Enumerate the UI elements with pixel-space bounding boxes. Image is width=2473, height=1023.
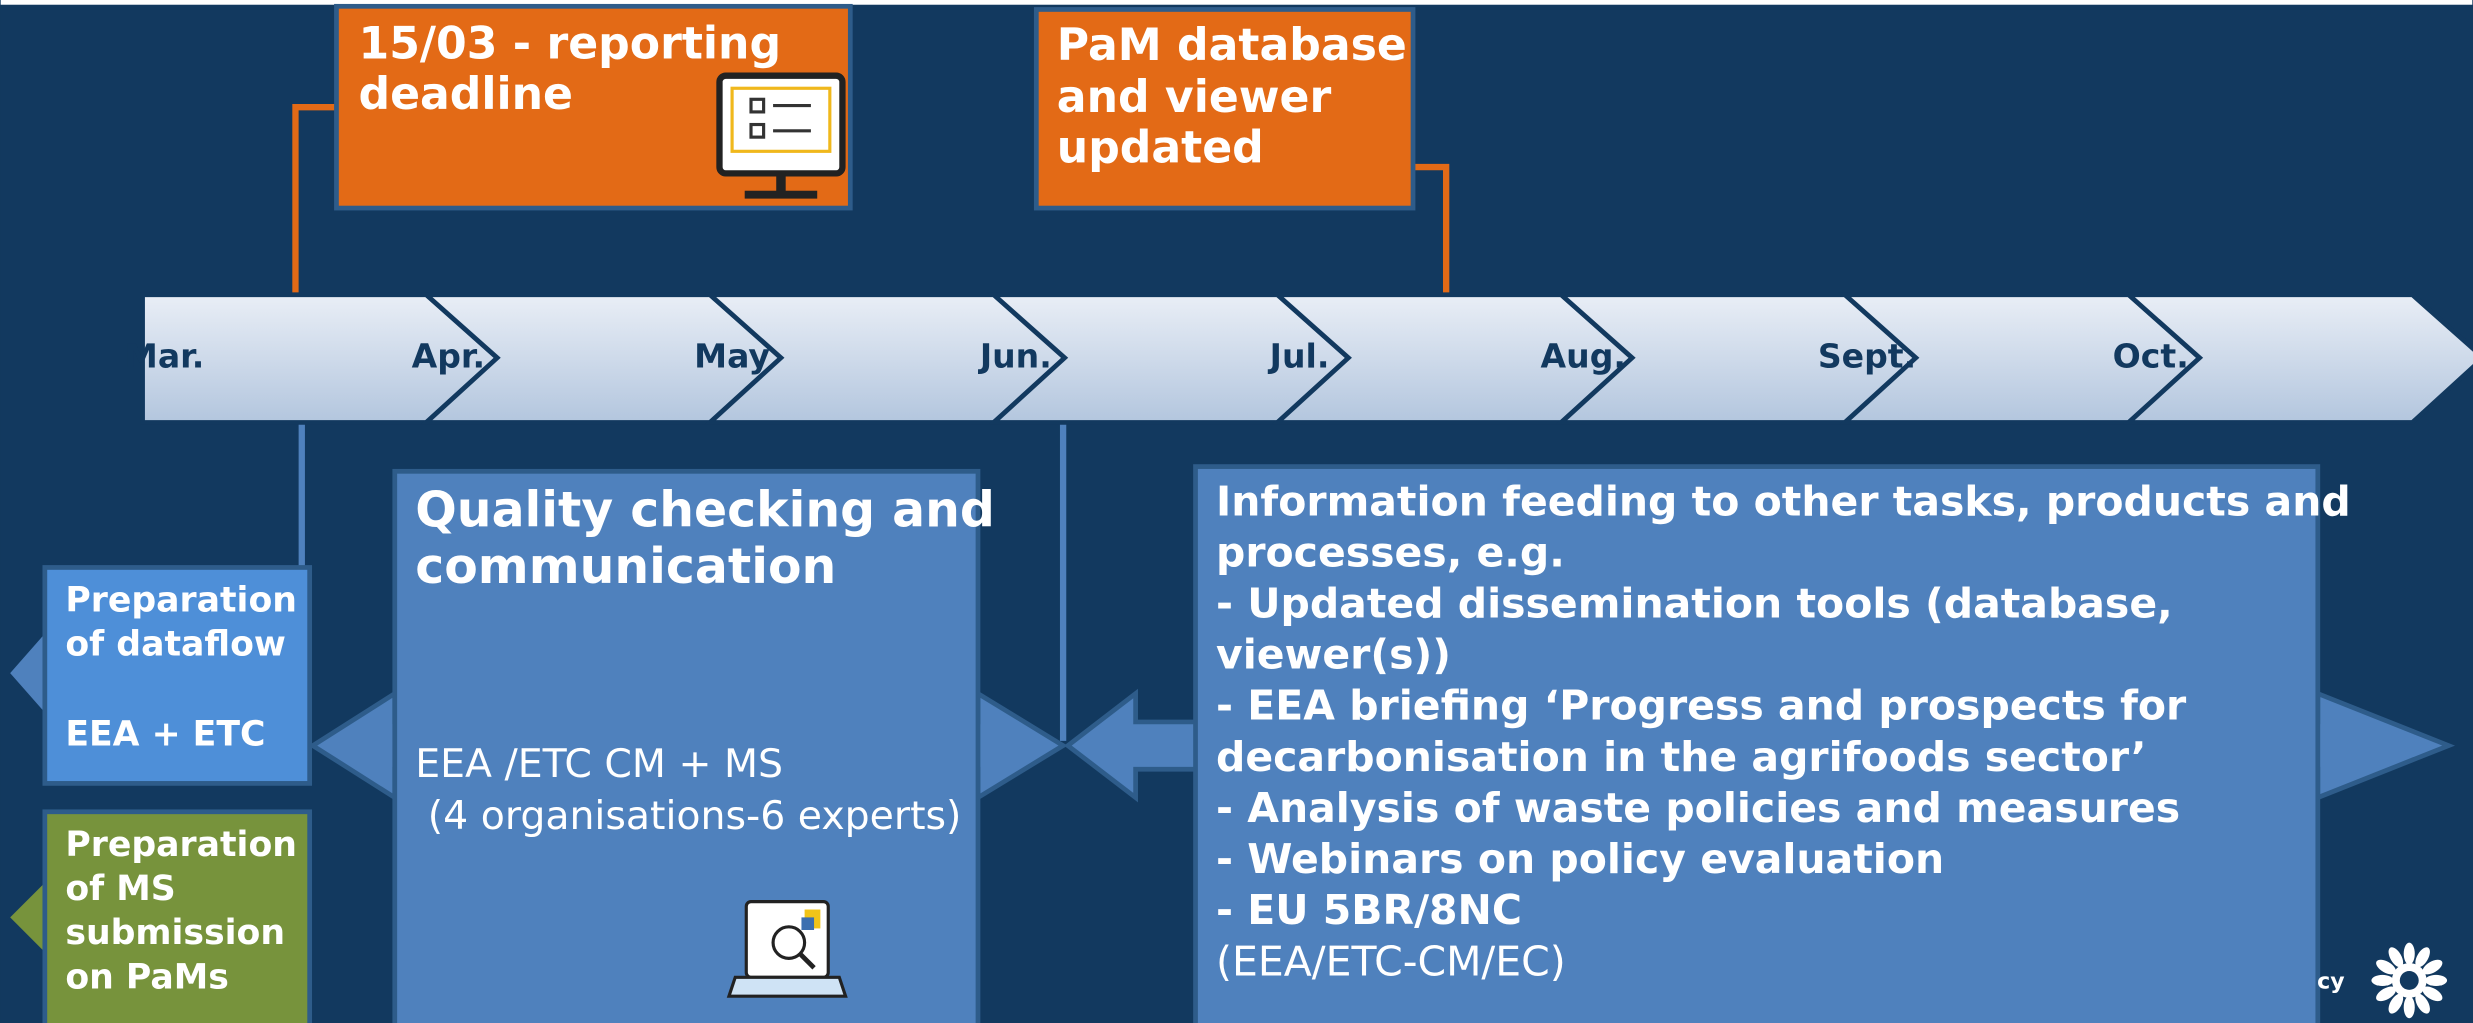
month-label: Aug. [1541, 336, 1626, 375]
month-label: Jul. [1268, 336, 1330, 375]
information-line: - Analysis of waste policies and measure… [1216, 784, 2180, 832]
information-actors: (EEA/ETC-CM/EC) [1216, 938, 1566, 986]
month-label: May [694, 336, 770, 375]
month-label: Sept. [1818, 336, 1916, 375]
information-line: - EU 5BR/8NC [1216, 886, 1522, 934]
slide: 15/03 - reportingdeadline PaM databasean… [0, 0, 2473, 1023]
information-line: viewer(s)) [1216, 631, 1451, 679]
information-line: processes, e.g. [1216, 529, 1565, 577]
information-line: decarbonisation in the agrifoods sector’ [1216, 733, 2146, 781]
timeline: Mar. Apr. May Jun. Jul. Aug. Sept. Oct. [125, 295, 2473, 423]
month-label: Jun. [978, 336, 1052, 375]
footer-text: cy [2317, 969, 2344, 994]
information-line: - EEA briefing ‘Progress and prospects f… [1216, 682, 2187, 730]
month-label: Oct. [2113, 336, 2189, 375]
page: 15/03 - reportingdeadline PaM databasean… [0, 0, 2473, 1023]
month-label: Apr. [412, 336, 485, 375]
laptop-icon [729, 902, 846, 997]
month-label: Mar. [125, 336, 204, 375]
information-line: Information feeding to other tasks, prod… [1216, 477, 2351, 525]
information-line: - Updated dissemination tools (database, [1216, 580, 2173, 628]
petal [2404, 996, 2415, 1018]
information-line: - Webinars on policy evaluation [1216, 835, 1944, 883]
petal [2404, 943, 2415, 965]
petal [2371, 975, 2393, 986]
petal [2425, 975, 2447, 986]
